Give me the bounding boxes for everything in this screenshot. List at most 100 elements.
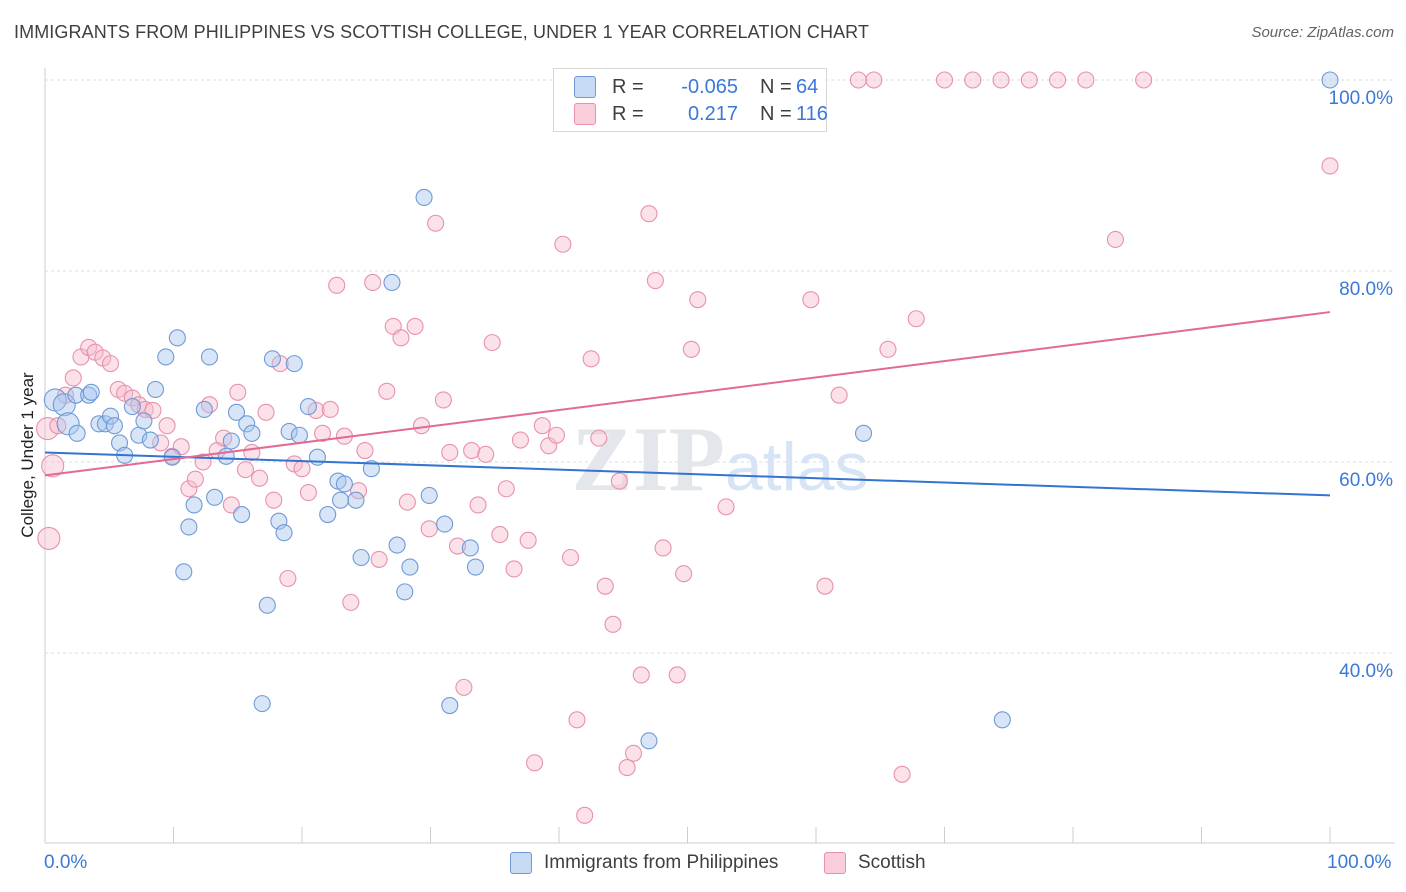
data-point: [233, 505, 251, 524]
data-point: [257, 403, 275, 421]
x-tick-label-min: 0.0%: [44, 852, 88, 873]
y-tick-label: 40.0%: [1339, 661, 1393, 682]
data-point: [590, 429, 608, 447]
legend-item-scottish[interactable]: Scottish: [824, 852, 926, 874]
data-point: [1020, 71, 1038, 89]
data-point: [802, 291, 820, 309]
data-point: [388, 536, 406, 554]
data-point: [675, 565, 693, 583]
data-point: [64, 369, 82, 387]
data-point: [526, 754, 544, 772]
y-tick-label: 60.0%: [1339, 470, 1393, 491]
scottish-series: [36, 71, 1339, 824]
data-point: [378, 382, 396, 400]
data-point: [52, 393, 76, 417]
data-point: [511, 431, 530, 449]
data-point: [396, 583, 414, 601]
legend-row-philippines: R = -0.065 N = 64: [554, 73, 818, 101]
data-point: [263, 350, 281, 368]
data-point: [596, 577, 614, 595]
data-point: [1077, 71, 1095, 89]
data-point: [265, 491, 283, 509]
data-point: [80, 386, 98, 404]
data-point: [157, 348, 175, 366]
data-point: [370, 550, 388, 568]
data-point: [227, 403, 246, 421]
legend-label-scottish: Scottish: [858, 852, 926, 873]
data-point: [82, 383, 100, 401]
data-point: [907, 310, 925, 328]
data-point: [229, 383, 247, 401]
legend-swatch-pink: [824, 852, 846, 874]
data-point: [646, 271, 664, 290]
data-point: [342, 593, 360, 611]
data-point: [879, 340, 897, 358]
data-point: [293, 460, 311, 478]
data-point: [123, 398, 141, 416]
data-point: [238, 415, 256, 433]
data-point: [455, 678, 473, 696]
data-point: [307, 401, 325, 419]
data-point: [180, 480, 198, 498]
data-point: [37, 526, 61, 550]
data-point: [434, 391, 452, 409]
data-point: [618, 759, 636, 777]
data-point: [280, 422, 298, 440]
legend-item-philippines[interactable]: Immigrants from Philippines: [510, 852, 778, 874]
data-point: [123, 389, 141, 407]
data-point: [505, 560, 523, 578]
data-point: [717, 498, 735, 516]
data-point: [610, 472, 628, 490]
data-point: [299, 484, 317, 502]
data-point: [175, 563, 193, 581]
data-point: [576, 806, 594, 824]
data-point: [258, 596, 276, 614]
legend-n-value: 116: [796, 102, 828, 125]
data-point: [682, 340, 700, 358]
legend-r-label: R =: [612, 102, 644, 125]
data-point: [200, 396, 219, 414]
data-point: [398, 493, 416, 511]
data-point: [1049, 71, 1067, 89]
data-point: [415, 188, 433, 207]
data-point: [356, 441, 374, 460]
data-point: [420, 486, 438, 504]
data-point: [335, 475, 353, 493]
data-point: [1106, 230, 1124, 249]
data-point: [200, 348, 219, 366]
data-point: [299, 398, 317, 416]
data-point: [477, 445, 495, 463]
data-point: [362, 460, 380, 478]
data-point: [624, 744, 643, 762]
data-point: [158, 417, 176, 435]
data-point: [448, 537, 467, 555]
data-point: [640, 732, 658, 750]
data-point: [185, 496, 203, 514]
data-point: [251, 469, 269, 487]
source-label: Source: ZipAtlas.com: [1251, 24, 1394, 41]
data-point: [105, 417, 123, 435]
data-point: [466, 558, 485, 576]
legend-r-label: R =: [612, 75, 644, 98]
axes: [44, 68, 1395, 844]
data-point: [463, 441, 481, 460]
data-point: [349, 482, 368, 500]
legend-swatch-pink: [574, 103, 596, 125]
data-point: [352, 548, 370, 567]
data-point: [562, 548, 580, 567]
legend-r-value: -0.065: [681, 75, 738, 98]
data-point: [168, 329, 186, 347]
data-point: [141, 431, 159, 449]
data-point: [491, 526, 509, 544]
data-point: [206, 488, 224, 506]
data-point: [441, 696, 459, 715]
data-point: [893, 765, 911, 783]
data-point: [364, 273, 382, 292]
data-point: [568, 711, 586, 729]
data-point: [347, 491, 365, 509]
trend-line-scottish: [44, 311, 1331, 477]
data-point: [68, 424, 86, 442]
data-point: [279, 569, 297, 588]
data-point: [1321, 71, 1339, 89]
